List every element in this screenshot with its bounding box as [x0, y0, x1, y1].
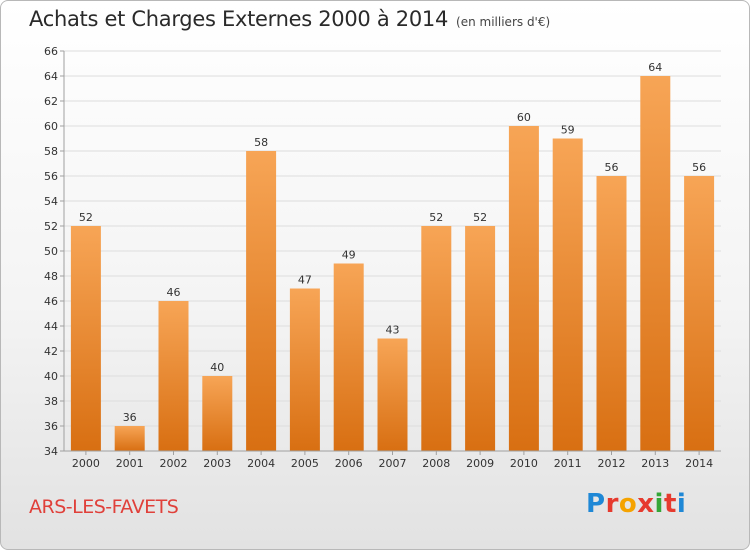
bar-value-label: 56 — [605, 161, 619, 174]
bar — [246, 151, 277, 451]
chart-subtitle: (en milliers d'€) — [456, 15, 551, 29]
logo-letter: r — [605, 489, 619, 519]
bars — [70, 76, 715, 451]
y-tick-label: 54 — [44, 195, 58, 208]
bar — [421, 226, 452, 451]
y-tick-label: 48 — [44, 270, 58, 283]
bar-value-label: 64 — [648, 61, 662, 74]
y-tick-label: 38 — [44, 395, 58, 408]
y-tick-label: 46 — [44, 295, 58, 308]
y-tick-label: 56 — [44, 170, 58, 183]
bar — [70, 226, 101, 451]
bar — [640, 76, 671, 451]
bar-value-label: 43 — [386, 324, 400, 337]
bar — [114, 426, 145, 451]
chart-title-text: Achats et Charges Externes 2000 à 2014 — [29, 7, 449, 31]
x-tick-label: 2012 — [598, 457, 626, 470]
x-tick-label: 2011 — [554, 457, 582, 470]
chart-title: Achats et Charges Externes 2000 à 2014 (e… — [29, 7, 550, 31]
town-name: ARS-LES-FAVETS — [29, 496, 179, 518]
bar — [202, 376, 233, 451]
y-tick-label: 44 — [44, 320, 58, 333]
bar — [508, 126, 539, 451]
x-tick-label: 2002 — [160, 457, 188, 470]
axes — [60, 50, 721, 455]
x-tick-label: 2005 — [291, 457, 319, 470]
bar-value-label: 58 — [254, 136, 268, 149]
bar-value-label: 49 — [342, 249, 356, 262]
labels: 34 36 38 40 42 44 46 48 50 52 54 56 58 60 62 64 66 52 2000… — [44, 45, 713, 470]
logo-letter: i — [676, 489, 687, 519]
bar-value-label: 52 — [429, 211, 443, 224]
y-tick-label: 36 — [44, 420, 58, 433]
logo-letter: o — [618, 489, 638, 519]
bar-value-label: 40 — [210, 361, 224, 374]
bar-value-label: 56 — [692, 161, 706, 174]
bar — [377, 338, 408, 451]
y-tick-label: 40 — [44, 370, 58, 383]
y-tick-label: 60 — [44, 120, 58, 133]
x-tick-label: 2001 — [116, 457, 144, 470]
y-tick-label: 34 — [44, 445, 58, 458]
x-tick-label: 2009 — [466, 457, 494, 470]
logo-letter: x — [637, 489, 655, 519]
bar-value-label: 52 — [473, 211, 487, 224]
bar — [333, 263, 364, 451]
bar-value-label: 59 — [561, 124, 575, 137]
y-tick-label: 66 — [44, 45, 58, 58]
y-tick-label: 58 — [44, 145, 58, 158]
bar-value-label: 46 — [167, 286, 181, 299]
y-tick-label: 62 — [44, 95, 58, 108]
bar — [596, 176, 627, 451]
x-tick-label: 2004 — [247, 457, 275, 470]
y-tick-label: 52 — [44, 220, 58, 233]
x-tick-label: 2008 — [422, 457, 450, 470]
proxiti-logo: Proxiti — [586, 489, 686, 519]
bar-value-label: 47 — [298, 274, 312, 287]
x-tick-label: 2010 — [510, 457, 538, 470]
x-tick-label: 2013 — [641, 457, 669, 470]
bar — [158, 301, 189, 451]
bar — [465, 226, 496, 451]
x-tick-label: 2014 — [685, 457, 713, 470]
x-tick-label: 2003 — [203, 457, 231, 470]
logo-letter: t — [663, 489, 677, 519]
x-tick-label: 2000 — [72, 457, 100, 470]
y-tick-label: 42 — [44, 345, 58, 358]
x-tick-label: 2006 — [335, 457, 363, 470]
bar-value-label: 52 — [79, 211, 93, 224]
bar — [552, 138, 583, 451]
bar-value-label: 60 — [517, 111, 531, 124]
bar — [684, 176, 715, 451]
logo-letter: i — [654, 489, 664, 519]
logo-letter: P — [586, 489, 606, 519]
bar — [289, 288, 320, 451]
y-tick-label: 50 — [44, 245, 58, 258]
bar-value-label: 36 — [123, 411, 137, 424]
y-tick-label: 64 — [44, 70, 58, 83]
x-tick-label: 2007 — [379, 457, 407, 470]
